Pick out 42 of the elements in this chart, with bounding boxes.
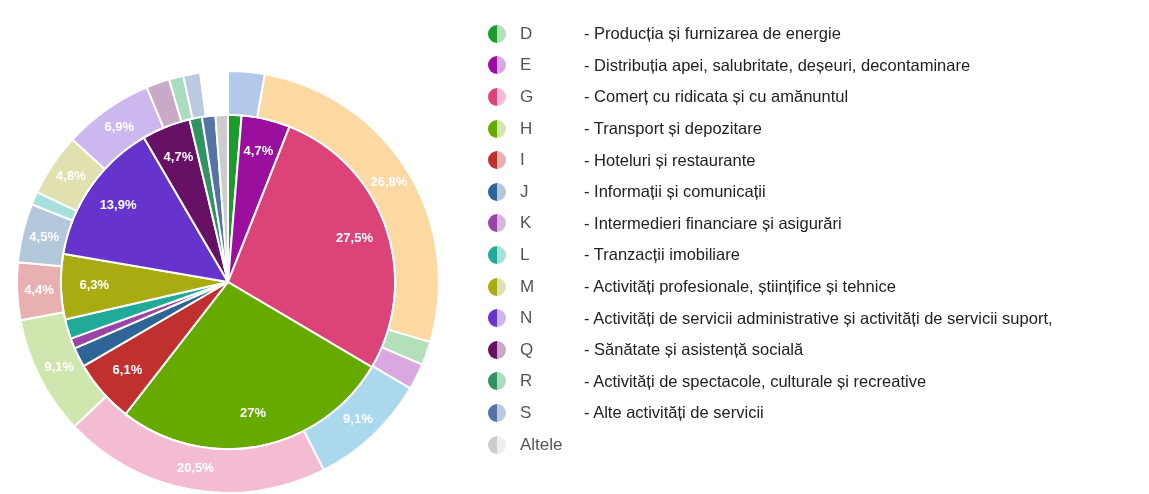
legend-label: E <box>520 55 533 76</box>
text: - Tranzacții imobiliare <box>584 245 740 265</box>
legend-label: R <box>520 371 534 392</box>
data-label: 6,9% <box>104 118 135 134</box>
legend-label: H <box>520 118 534 139</box>
data-label: 27% <box>240 404 267 420</box>
legend-label: G <box>520 86 535 107</box>
data-label: 4,5% <box>29 229 60 245</box>
text: - Informații și comunicații <box>584 182 766 202</box>
legend-label: L <box>520 244 531 265</box>
text: - Intermedieri financiare și asigurări <box>584 213 842 233</box>
data-label: 20,5% <box>177 459 215 475</box>
text: - Alte activități de servicii <box>584 403 764 423</box>
legend-label: Altele <box>520 434 564 455</box>
text: - Transport și depozitare <box>584 119 762 139</box>
data-label: 6,1% <box>112 361 143 377</box>
data-label: 9,1% <box>44 358 75 374</box>
legend-label: Q <box>520 339 535 360</box>
text: - Activități de servicii administrative și activități de servicii suport, <box>584 308 1053 328</box>
text: - Sănătate și asistență socială <box>584 340 804 360</box>
data-label: 4,7% <box>163 149 194 165</box>
data-label: 27,5% <box>336 230 374 246</box>
data-label: 4,7% <box>243 143 274 159</box>
data-label: 26,8% <box>370 174 408 190</box>
legend-label: J <box>520 181 530 202</box>
legend-label: D <box>520 23 534 44</box>
text: - Comerț cu ridicata și cu amănuntul <box>584 87 849 107</box>
text: - Hoteluri și restaurante <box>584 150 756 170</box>
data-label: 13,9% <box>99 197 137 213</box>
data-label: 4,8% <box>56 168 87 184</box>
legend-label: K <box>520 213 533 234</box>
text: - Producția și furnizarea de energie <box>584 24 841 44</box>
text: - Activități de spectacole, culturale și recreative <box>584 371 927 391</box>
data-label: 9,1% <box>343 411 374 427</box>
legend-label: S <box>520 402 533 423</box>
data-label: 4,4% <box>24 281 55 297</box>
data-label: 6,3% <box>79 277 110 293</box>
text: - Activități profesionale, științifice și tehnice <box>584 277 896 297</box>
legend-label: N <box>520 308 534 329</box>
text: - Distribuția apei, salubritate, deșeuri, decontaminare <box>584 55 971 75</box>
legend-label: M <box>520 276 536 297</box>
legend-label: I <box>520 150 526 171</box>
